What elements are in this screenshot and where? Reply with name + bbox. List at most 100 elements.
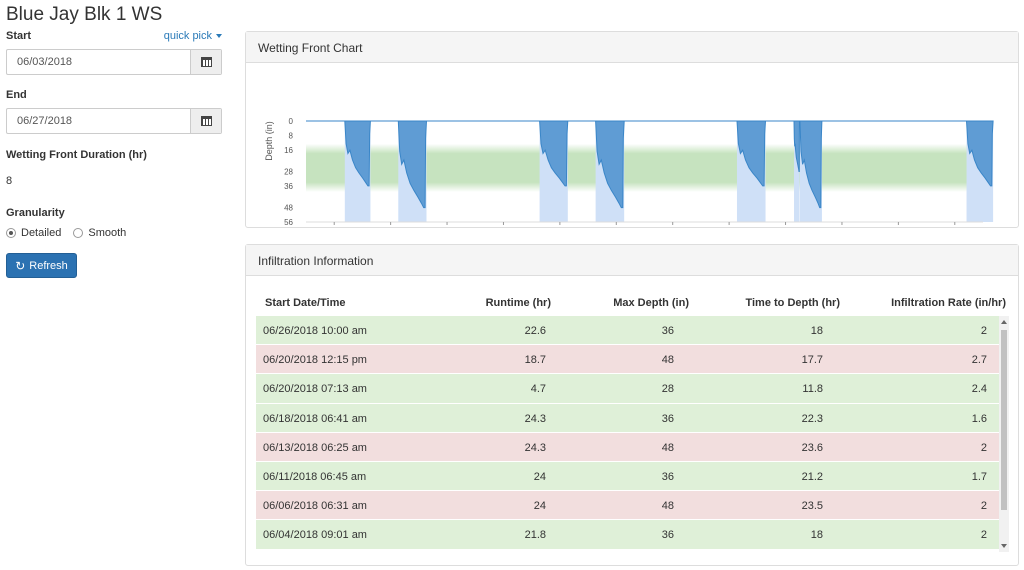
table-row[interactable]: 06/04/2018 09:01 am 21.8 36 18 2 [256, 520, 999, 550]
cell-start: 06/13/2018 06:25 am [263, 441, 367, 454]
cell-max-depth: 28 [661, 383, 674, 396]
calendar-icon[interactable] [200, 116, 212, 126]
scroll-down-icon[interactable] [1001, 544, 1007, 548]
table-body: 06/26/2018 10:00 am 22.6 36 18 2 06/20/2018 1… [256, 316, 999, 552]
calendar-icon[interactable] [200, 57, 212, 67]
granularity-label: Granularity [6, 207, 65, 219]
infiltration-title: Infiltration Information [246, 245, 1018, 276]
scroll-up-icon[interactable] [1001, 320, 1007, 324]
refresh-button[interactable]: ↻ Refresh [6, 253, 77, 278]
cell-rate: 2 [980, 529, 987, 542]
cell-time-to-depth: 22.3 [801, 412, 823, 425]
table-row[interactable]: 06/18/2018 06:41 am 24.3 36 22.3 1.6 [256, 403, 999, 433]
page-title: Blue Jay Blk 1 WS [6, 4, 163, 25]
radio-detailed[interactable] [6, 228, 16, 238]
cell-start: 06/26/2018 10:00 am [263, 325, 367, 337]
col-infiltration-rate[interactable]: Infiltration Rate (in/hr) [891, 297, 1006, 309]
radio-smooth[interactable] [73, 228, 84, 238]
cell-start: 06/06/2018 06:31 am [263, 500, 367, 513]
cell-max-depth: 36 [661, 412, 674, 425]
col-start[interactable]: Start Date/Time [265, 297, 346, 309]
col-time-to-depth[interactable]: Time to Depth (hr) [745, 297, 840, 309]
wetting-front-area [965, 120, 994, 187]
cell-runtime: 22.6 [524, 325, 546, 337]
refresh-label[interactable]: Refresh [29, 259, 68, 272]
cell-time-to-depth: 23.6 [801, 441, 823, 454]
cell-start: 06/20/2018 12:15 pm [263, 354, 367, 367]
cell-start: 06/04/2018 09:01 am [263, 529, 367, 542]
cell-runtime: 18.7 [524, 354, 546, 367]
table-row[interactable]: 06/26/2018 10:00 am 22.6 36 18 2 [256, 316, 999, 346]
start-calendar-button[interactable] [190, 50, 221, 74]
cell-time-to-depth: 18 [810, 325, 823, 337]
cell-runtime: 4.7 [530, 383, 546, 396]
cell-runtime: 24.3 [524, 412, 546, 425]
y-tick-label: 8 [289, 131, 294, 140]
smooth-label[interactable]: Smooth [88, 227, 127, 239]
cell-max-depth: 36 [661, 470, 674, 483]
col-max-depth[interactable]: Max Depth (in) [613, 297, 689, 309]
y-tick-label: 28 [284, 168, 293, 177]
y-axis-label: Depth (in) [264, 121, 274, 161]
cell-max-depth: 36 [661, 529, 674, 542]
table-row[interactable]: 06/20/2018 12:15 pm 18.7 48 17.7 2.7 [256, 345, 999, 375]
scroll-thumb[interactable] [1001, 330, 1007, 510]
end-date-value[interactable]: 06/27/2018 [17, 115, 73, 127]
controls-sidebar: Start quick pick 06/03/2018 End 06/27/20… [6, 30, 222, 278]
cell-rate: 2.4 [971, 383, 987, 396]
table-row[interactable]: 06/06/2018 06:31 am 24 48 23.5 2 [256, 491, 999, 521]
start-date-value[interactable]: 06/03/2018 [17, 56, 73, 68]
wetting-front-title: Wetting Front Chart [246, 32, 1018, 63]
cell-runtime: 24 [533, 470, 546, 483]
caret-down-icon[interactable] [216, 34, 222, 39]
table-row[interactable]: 06/13/2018 06:25 am 24.3 48 23.6 2 [256, 432, 999, 462]
duration-value: 8 [6, 175, 13, 187]
end-date-input[interactable]: 06/27/2018 [6, 108, 222, 134]
cell-rate: 2.7 [971, 354, 987, 367]
granularity-options: Detailed Smooth [6, 227, 222, 239]
cell-runtime: 21.8 [524, 529, 546, 542]
event-highlight [794, 121, 800, 222]
wetting-front-panel: Wetting Front Chart Depth (in) 0 8 16 28 36 4… [245, 31, 1019, 228]
cell-rate: 1.7 [971, 470, 987, 483]
quick-pick-link[interactable]: quick pick [164, 30, 222, 42]
end-calendar-button[interactable] [190, 109, 221, 133]
wetting-front-area [736, 120, 767, 187]
cell-runtime: 24 [533, 500, 546, 513]
refresh-icon[interactable]: ↻ [15, 258, 26, 273]
cell-time-to-depth: 18 [810, 529, 823, 542]
cell-max-depth: 48 [661, 354, 674, 367]
y-tick-label: 48 [284, 204, 293, 213]
infiltration-panel: Infiltration Information Start Date/Time… [245, 244, 1019, 566]
wetting-front-area [595, 120, 625, 209]
cell-max-depth: 48 [661, 441, 674, 454]
cell-rate: 1.6 [971, 412, 987, 425]
table-header: Start Date/Time Runtime (hr) Max Depth (… [258, 294, 1006, 316]
cell-time-to-depth: 21.2 [801, 470, 823, 483]
wetting-front-area [793, 120, 801, 172]
cell-rate: 2 [980, 441, 987, 454]
duration-label: Wetting Front Duration (hr) [6, 149, 147, 161]
start-label: Start [6, 30, 32, 42]
cell-rate: 2 [980, 500, 987, 513]
y-tick-label: 0 [289, 117, 294, 126]
cell-time-to-depth: 17.7 [801, 354, 823, 367]
detailed-label[interactable]: Detailed [21, 227, 62, 239]
wetting-front-area [397, 120, 428, 209]
cell-runtime: 24.3 [524, 441, 546, 454]
cell-start: 06/18/2018 06:41 am [263, 412, 367, 425]
table-scrollbar[interactable] [999, 316, 1009, 552]
cell-time-to-depth: 23.5 [801, 500, 823, 513]
start-date-input[interactable]: 06/03/2018 [6, 49, 222, 75]
quick-pick-label[interactable]: quick pick [163, 30, 212, 42]
wetting-front-area [344, 120, 371, 187]
wetting-front-area [539, 120, 569, 187]
table-row[interactable]: 06/20/2018 07:13 am 4.7 28 11.8 2.4 [256, 374, 999, 404]
cell-max-depth: 48 [661, 500, 674, 513]
y-tick-label: 16 [284, 146, 293, 155]
table-row[interactable]: 06/11/2018 06:45 am 24 36 21.2 1.7 [256, 461, 999, 492]
cell-rate: 2 [980, 325, 987, 337]
wetting-front-area [799, 120, 823, 209]
col-runtime[interactable]: Runtime (hr) [485, 297, 551, 309]
